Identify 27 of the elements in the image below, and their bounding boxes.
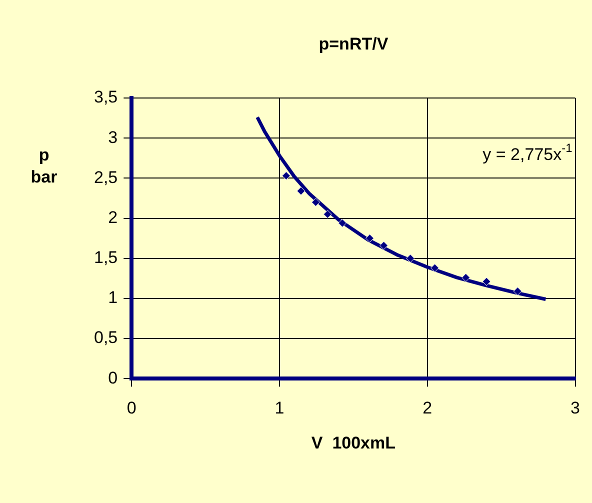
x-tick-label: 3 — [570, 398, 580, 418]
x-tick-label: 2 — [422, 398, 432, 418]
y-tick-label: 0 — [108, 368, 118, 388]
point — [513, 286, 522, 296]
point — [311, 198, 320, 206]
point — [282, 172, 290, 180]
y-tick-label: 1 — [108, 288, 118, 308]
point — [430, 264, 440, 272]
y-tick-label: 2 — [108, 208, 118, 227]
y-tick-label: 3,5 — [94, 88, 118, 107]
chart-title: p=nRT/V — [318, 34, 389, 54]
x-axis-title: V 100xmL — [311, 434, 396, 453]
y-tick-label: 1,5 — [94, 248, 118, 268]
y-axis-title: p bar — [30, 146, 58, 187]
y-tick-label: 3 — [108, 128, 118, 147]
point — [462, 273, 470, 282]
point — [296, 186, 306, 196]
point — [406, 254, 415, 263]
point — [338, 218, 347, 228]
point — [380, 241, 388, 250]
x-tick-label: 1 — [274, 398, 284, 418]
point — [482, 277, 491, 286]
y-tick-label: 0,5 — [94, 328, 118, 348]
y-tick-label: 2,5 — [94, 168, 118, 187]
point — [323, 210, 332, 218]
x-tick-label: 0 — [126, 398, 136, 418]
point — [365, 234, 374, 243]
